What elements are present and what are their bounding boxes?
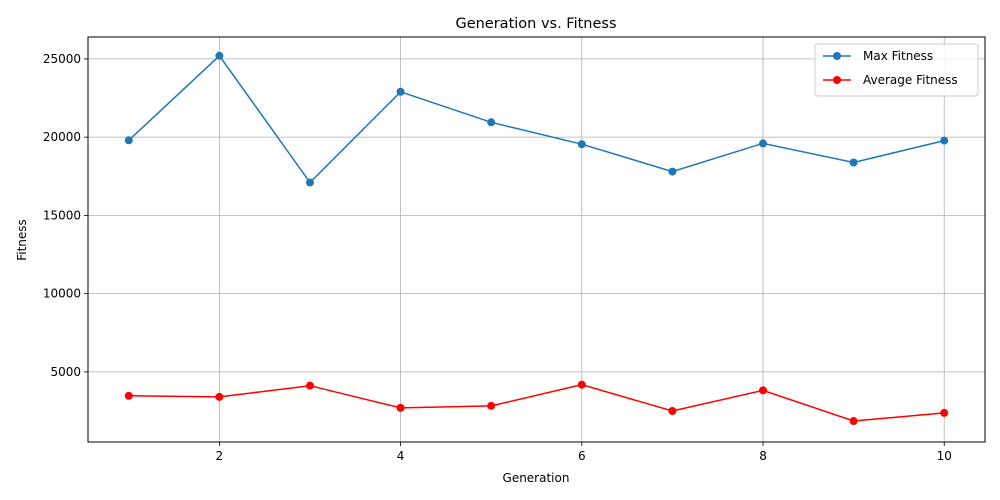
data-point-average-fitness [668,407,677,416]
data-point-max-fitness [849,158,858,167]
series-line-average-fitness [128,383,945,422]
x-tick-label: 6 [578,449,586,463]
x-tick-label: 4 [397,449,405,463]
plot-frame [87,36,986,443]
data-point-average-fitness [487,401,496,410]
legend: Max Fitness Average Fitness [814,43,979,97]
data-point-average-fitness [759,386,768,395]
y-tick-label: 5000 [50,365,81,379]
data-point-max-fitness [759,139,768,148]
x-tick-label: 10 [937,449,952,463]
data-point-average-fitness [849,417,858,426]
legend-marker-average-fitness [833,76,841,84]
data-point-average-fitness [396,403,405,412]
data-point-max-fitness [305,178,314,187]
data-point-max-fitness [487,118,496,127]
data-point-average-fitness [940,408,949,417]
data-point-average-fitness [215,392,224,401]
data-point-max-fitness [396,87,405,96]
data-point-max-fitness [124,136,133,145]
x-axis-title: Generation [503,471,570,485]
y-tick-label: 10000 [43,287,81,301]
data-point-max-fitness [668,167,677,176]
y-tick-label: 15000 [43,208,81,222]
data-point-average-fitness [124,391,133,400]
legend-marker-max-fitness [833,52,841,60]
series-layer [124,51,949,426]
ticks: 2 4 6 8 10 5000 10000 15000 20000 25000 [43,52,952,463]
series-line-max-fitness [128,54,945,184]
chart-title: Generation vs. Fitness [455,16,616,32]
y-tick-label: 20000 [43,130,81,144]
x-tick-label: 2 [216,449,224,463]
legend-box [814,43,979,97]
data-point-max-fitness [577,140,586,149]
data-point-max-fitness [215,51,224,60]
x-tick-label: 8 [759,449,767,463]
y-tick-label: 25000 [43,52,81,66]
data-point-average-fitness [577,380,586,389]
legend-label-average-fitness: Average Fitness [863,73,958,87]
data-point-max-fitness [940,136,949,145]
legend-label-max-fitness: Max Fitness [863,49,933,63]
y-axis-title: Fitness [15,219,29,261]
data-point-average-fitness [305,381,314,390]
